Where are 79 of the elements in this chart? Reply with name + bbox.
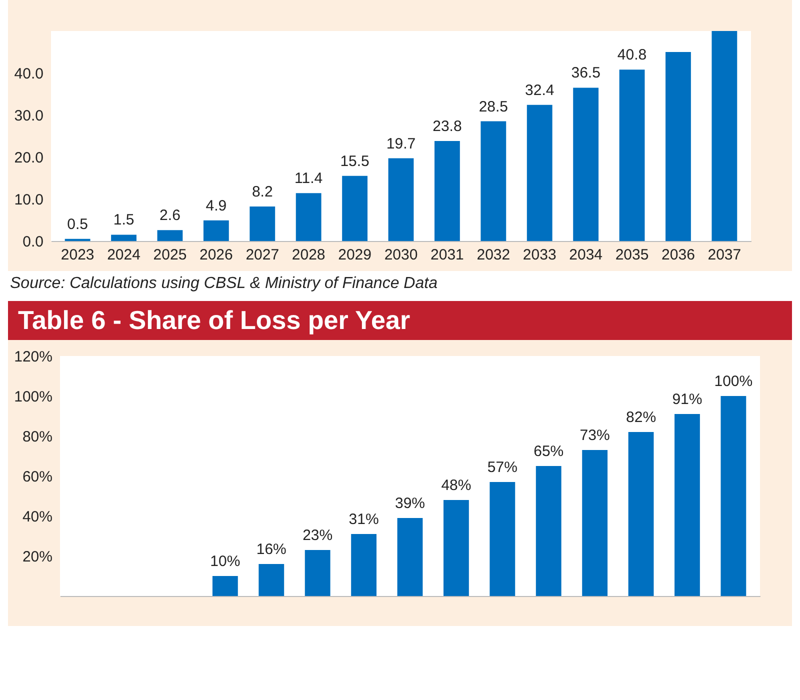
bar [258, 564, 284, 596]
data-label: 2.6 [160, 207, 180, 224]
x-tick-label: 2031 [430, 246, 464, 264]
bar [480, 121, 506, 241]
bar [628, 432, 654, 596]
data-label: 73% [580, 427, 610, 444]
bar [526, 104, 552, 241]
bar [157, 230, 183, 241]
data-label: 15.5 [340, 152, 370, 170]
y-tick-label: 0.0 [22, 234, 44, 250]
data-label: 40.8 [617, 46, 647, 64]
data-label: 91% [672, 391, 702, 408]
x-tick-label: 2032 [476, 246, 510, 264]
x-tick-label: 2030 [384, 246, 418, 264]
bar [536, 466, 562, 596]
bar [351, 534, 376, 596]
bar [388, 158, 414, 241]
y-tick-label: 100% [14, 388, 52, 406]
data-label: 32.4 [525, 82, 554, 99]
y-tick-label: 40.0 [14, 66, 44, 82]
data-label: 23.8 [432, 118, 462, 136]
data-label: 100% [714, 373, 753, 390]
data-label: 19.7 [386, 135, 416, 152]
bar [619, 70, 645, 241]
y-tick-label: 10.0 [14, 192, 44, 208]
y-tick-label: 30.0 [14, 108, 44, 124]
bar [490, 482, 516, 596]
x-tick-label: 2028 [292, 246, 326, 264]
x-tick-label: 2025 [153, 246, 187, 264]
x-tick-label: 2023 [60, 246, 94, 264]
data-label: 8.2 [252, 184, 273, 201]
y-tick-label: 20% [22, 548, 52, 566]
bar [712, 31, 738, 241]
x-tick-label: 2024 [107, 246, 140, 264]
bar [203, 220, 229, 241]
bar [674, 414, 700, 596]
x-tick-label: 2033 [522, 246, 556, 264]
bar [444, 500, 469, 596]
data-label: 23% [302, 527, 333, 544]
data-label: 48% [441, 477, 472, 494]
bar [573, 88, 599, 241]
data-label: 82% [626, 409, 656, 426]
bar [397, 518, 423, 596]
bar [666, 52, 691, 241]
data-label: 31% [348, 511, 379, 528]
data-label: 65% [534, 443, 564, 460]
bar [111, 234, 136, 241]
data-label: 0.5 [67, 216, 88, 233]
x-tick-label: 2036 [662, 246, 695, 264]
bar [582, 450, 608, 596]
x-tick-label: 2026 [199, 246, 233, 264]
data-label: 1.5 [113, 212, 134, 229]
source-note: Source: Calculations using CBSL & Ministry of Finance Data [9, 274, 438, 294]
y-tick-label: 20.0 [14, 150, 44, 166]
bar [720, 396, 746, 596]
y-tick-label: 120% [14, 348, 52, 366]
bar [212, 576, 238, 596]
y-tick-label: 60% [22, 468, 52, 486]
data-label: 11.4 [294, 170, 323, 188]
data-label: 57% [487, 459, 518, 476]
data-label: 39% [394, 495, 426, 512]
bar [296, 193, 322, 241]
chart-title: Table 6 - Share of Loss per Year [8, 301, 792, 340]
bar [434, 141, 460, 241]
x-tick-label: 2037 [708, 246, 742, 264]
x-tick-label: 2035 [615, 246, 649, 264]
data-label: 28.5 [478, 98, 508, 116]
data-label: 4.9 [206, 197, 227, 214]
y-tick-label: 40% [22, 508, 52, 526]
x-tick-label: 2029 [338, 246, 372, 264]
data-label: 16% [256, 541, 286, 558]
bar [342, 176, 368, 241]
bar [304, 550, 330, 596]
x-tick-label: 2027 [246, 246, 280, 264]
x-tick-label: 2034 [569, 246, 603, 264]
bar [250, 206, 276, 241]
y-tick-label: 80% [22, 428, 52, 446]
data-label: 10% [210, 553, 240, 570]
data-label: 36.5 [571, 64, 600, 82]
